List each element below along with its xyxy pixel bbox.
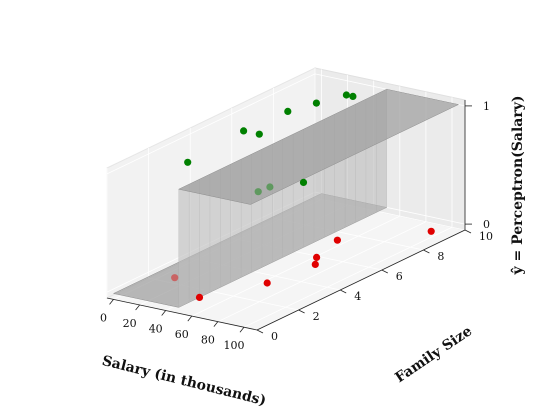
data-point <box>349 92 357 100</box>
data-point <box>313 253 321 261</box>
x-tick-label: 100 <box>224 339 245 352</box>
y-tick <box>381 269 388 274</box>
x-tick <box>239 326 245 333</box>
data-point <box>427 227 435 235</box>
x-tick <box>187 315 193 322</box>
y-tick <box>340 289 347 294</box>
z-axis-label: ŷ = Perceptron(Salary) <box>509 96 526 276</box>
data-point <box>255 130 263 138</box>
decision-surface <box>112 88 460 308</box>
x-tick-label: 40 <box>149 323 163 336</box>
data-point <box>240 127 248 135</box>
x-tick <box>135 304 140 311</box>
data-point <box>171 274 179 282</box>
x-tick-label: 20 <box>123 317 137 330</box>
y-tick-label: 0 <box>271 330 278 343</box>
y-tick-label: 8 <box>437 250 444 263</box>
data-point <box>195 293 204 301</box>
z-tick-label: 1 <box>483 100 490 113</box>
y-tick <box>298 309 305 314</box>
data-point <box>184 158 192 166</box>
data-point <box>311 260 319 268</box>
data-point <box>342 91 350 99</box>
data-point <box>299 178 308 186</box>
x-axis-line <box>106 297 258 331</box>
data-point <box>333 236 341 244</box>
y-tick <box>423 249 430 254</box>
x-tick-label: 80 <box>201 334 215 347</box>
y-tick-label: 4 <box>354 290 361 303</box>
data-point <box>284 107 292 115</box>
data-point <box>266 183 274 191</box>
y-axis-label: Family Size <box>392 323 475 386</box>
x-tick-label: 0 <box>100 311 107 324</box>
y-tick-label: 6 <box>396 270 403 283</box>
y-tick-label: 2 <box>313 310 320 323</box>
x-axis-label: Salary (in thousands) <box>100 353 267 409</box>
data-point <box>263 279 271 287</box>
y-tick <box>256 329 264 334</box>
y-tick <box>464 229 472 234</box>
axis-lines <box>106 100 472 334</box>
x-tick <box>109 299 114 305</box>
x-tick-label: 60 <box>175 328 189 341</box>
y-axis-line <box>256 229 466 331</box>
z-tick-label: 0 <box>483 218 490 231</box>
y-tick-label: 10 <box>479 230 493 243</box>
surface-high-plane <box>177 88 460 205</box>
data-point <box>312 99 320 107</box>
x-tick <box>213 321 219 327</box>
data-point <box>254 188 262 196</box>
x-tick <box>161 310 167 316</box>
data-points <box>171 91 435 301</box>
